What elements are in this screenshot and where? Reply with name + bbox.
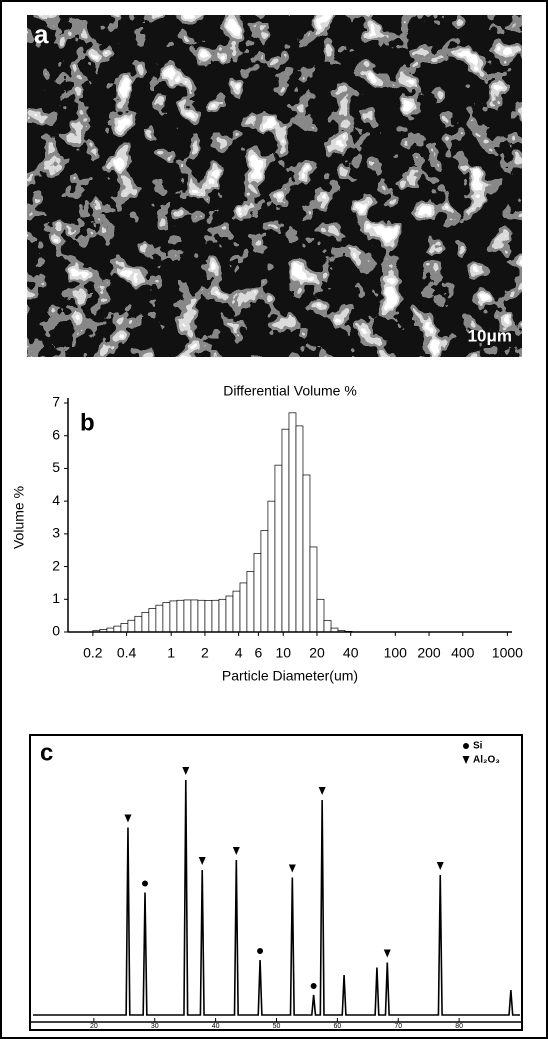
x-tick-label: 10 — [275, 645, 291, 661]
sem-texture — [27, 15, 522, 357]
y-tick-label: 5 — [52, 459, 60, 475]
x-tick-label: 60 — [333, 1023, 341, 1030]
x-tick-label: 20 — [90, 1023, 98, 1030]
histogram-bar — [148, 608, 157, 633]
histogram-bar — [232, 590, 241, 633]
histogram-bar — [225, 595, 234, 633]
histogram-bar — [309, 546, 318, 633]
x-tick-label: 40 — [212, 1023, 220, 1030]
phase-marker — [257, 948, 264, 954]
histogram-bar — [197, 599, 206, 633]
x-tick-label: 30 — [151, 1023, 159, 1030]
histogram-bar — [190, 599, 199, 633]
phase-marker — [436, 862, 444, 870]
histogram-bar — [302, 474, 311, 633]
histogram-bar — [134, 615, 143, 633]
legend-label: Al₂O₃ — [473, 755, 500, 766]
histogram-bar — [141, 612, 150, 633]
x-tick-label: 400 — [451, 645, 475, 661]
x-tick-label: 200 — [417, 645, 441, 661]
phase-marker — [310, 983, 317, 989]
x-tick-label: 100 — [384, 645, 408, 661]
phase-marker — [124, 814, 132, 823]
histogram-bar — [120, 623, 129, 633]
x-tick-label: 6 — [254, 645, 262, 661]
y-tick-label: 1 — [52, 590, 60, 606]
x-tick-label: 40 — [343, 645, 359, 661]
x-tick-label: 2 — [201, 645, 209, 661]
chart-title: Differential Volume % — [223, 383, 357, 399]
histogram-bar — [169, 600, 178, 633]
y-tick-label: 6 — [52, 426, 60, 442]
x-tick-label: 4 — [235, 645, 243, 661]
histogram-bar — [288, 412, 297, 633]
histogram-bar — [260, 530, 269, 633]
phase-marker — [182, 767, 190, 775]
y-tick-label: 3 — [52, 525, 60, 541]
panel-c-frame — [29, 734, 523, 1031]
x-tick-label: 0.4 — [117, 645, 137, 661]
phase-marker — [288, 864, 296, 873]
panel-label: c — [40, 739, 53, 766]
panel-label: b — [80, 409, 95, 436]
legend-marker — [462, 756, 470, 764]
histogram-bar — [204, 600, 213, 633]
histogram-bar — [218, 598, 227, 633]
y-axis-label: Volume % — [11, 486, 27, 549]
histogram-bar — [316, 598, 325, 633]
y-tick-label: 7 — [52, 394, 60, 410]
x-axis-label: Particle Diameter(um) — [222, 668, 358, 684]
histogram-bar — [211, 599, 220, 633]
x-tick-label: 50 — [273, 1023, 281, 1030]
histogram-bar — [274, 464, 283, 633]
histogram-bar — [127, 619, 136, 633]
histogram-bar — [183, 599, 192, 633]
histogram-bar — [155, 604, 164, 633]
y-tick-label: 4 — [52, 492, 60, 508]
x-tick-label: 1000 — [492, 645, 523, 661]
histogram-bar — [176, 599, 185, 633]
x-tick-label: 20 — [309, 645, 325, 661]
histogram-bar — [323, 620, 332, 633]
histogram-bar — [281, 428, 290, 633]
x-tick-label: 0.2 — [83, 645, 103, 661]
histogram-bar — [113, 625, 122, 633]
panel-label: a — [34, 19, 49, 49]
histogram-bar — [267, 500, 276, 633]
histogram-bar — [295, 425, 304, 633]
phase-marker — [318, 787, 326, 795]
phase-marker — [232, 847, 240, 855]
y-tick-label: 2 — [52, 557, 60, 573]
scale-bar-label: 10μm — [468, 326, 512, 345]
histogram-bar — [239, 582, 248, 633]
phase-marker — [383, 949, 391, 958]
phase-marker — [198, 857, 206, 865]
histogram-bar — [253, 553, 262, 633]
legend-label: Si — [473, 741, 483, 752]
histogram-bar — [162, 602, 171, 633]
x-tick-label: 70 — [394, 1023, 402, 1030]
legend-marker — [463, 743, 469, 749]
histogram-bar — [246, 571, 255, 633]
xrd-pattern — [33, 779, 520, 1016]
y-tick-label: 0 — [52, 623, 60, 639]
phase-marker — [142, 880, 149, 887]
x-tick-label: 1 — [167, 645, 175, 661]
x-tick-label: 80 — [455, 1023, 463, 1030]
